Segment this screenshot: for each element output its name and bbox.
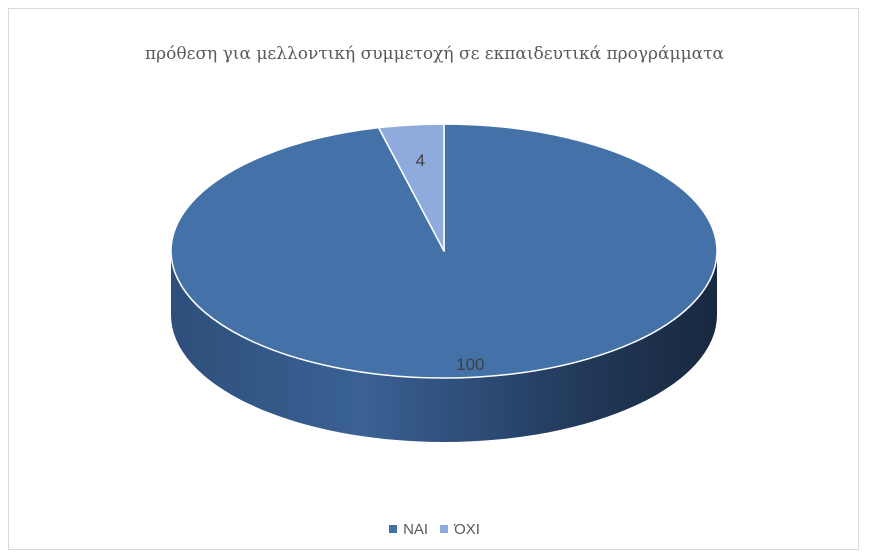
legend-item-2: ΌΧΙ [440,521,480,538]
pie-chart-plot: 100 4 [170,123,718,442]
chart-title: πρόθεση για μελλοντική συμμετοχή σε εκπα… [145,44,724,64]
legend-item-1: ΝΑΙ [389,521,428,538]
chart-frame: πρόθεση για μελλοντική συμμετοχή σε εκπα… [8,8,859,550]
data-label-1: 100 [456,355,484,374]
data-label-2: 4 [416,151,425,170]
pie-slice-2 [377,123,445,252]
legend-label-2: ΌΧΙ [454,521,480,538]
legend-swatch-2 [440,525,449,534]
chart-legend: ΝΑΙ ΌΧΙ [9,521,860,538]
legend-label-1: ΝΑΙ [403,521,429,538]
legend-swatch-1 [389,525,398,534]
pie-side-wall [171,251,717,442]
